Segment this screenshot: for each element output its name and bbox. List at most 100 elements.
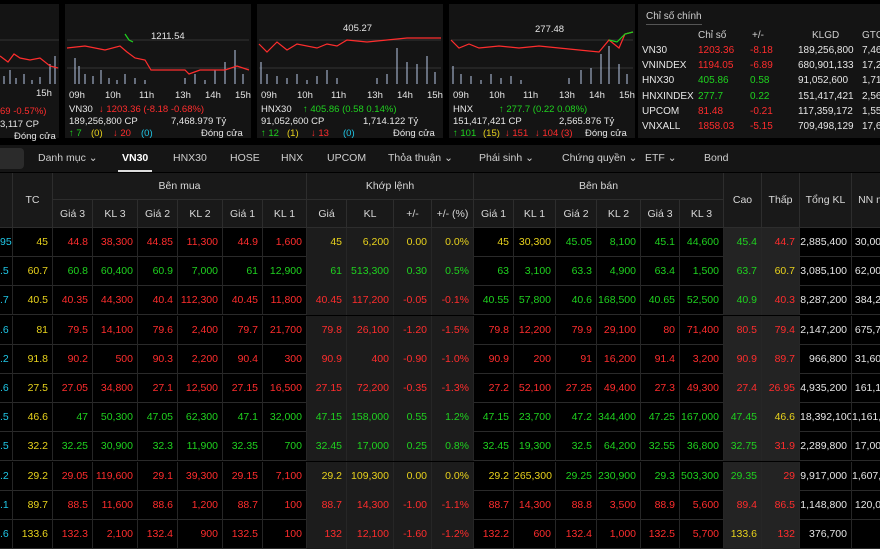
index-row-val: 1,71 [862, 75, 880, 87]
col-header: KL 3 [93, 200, 138, 228]
tab-etf[interactable]: ETF ⌄ [645, 145, 677, 172]
table-row[interactable]: .5 46.6 47 50,300 47.05 62,300 47.1 32,000 47.15… [0, 403, 880, 433]
tab-vn30[interactable]: VN30 [118, 145, 153, 172]
price-cell: 132.4 [556, 520, 597, 549]
index-row[interactable]: HNX30 405.86 0.58 91,052,600 1,71 [638, 74, 880, 89]
price-cell: 29.2 [474, 461, 514, 491]
table-row[interactable]: .1 89.7 88.5 11,600 88.6 1,200 88.7 100 88.7 14,3… [0, 490, 880, 520]
col-change: +/- [752, 30, 764, 41]
col-header: +/- (%) [432, 200, 474, 228]
index-row-change: -6.89 [750, 60, 773, 72]
table-row[interactable]: .2 91.8 90.2 500 90.3 2,200 90.4 300 90.9 400 -0.9… [0, 344, 880, 374]
index-panel-vn30[interactable]: 1211.54 09h 10h 11h 13h 14h 15h VN30 ↓ 1… [65, 4, 251, 139]
price-cell: 26.95 [762, 374, 800, 403]
price-cell: 57,800 [514, 286, 556, 316]
table-row[interactable]: 95 45 44.8 38,300 44.85 11,300 44.9 1,600 45 6,20… [0, 228, 880, 257]
chevron-down-icon: ⌄ [444, 152, 453, 164]
price-cell: 63.3 [556, 257, 597, 287]
price-cell: 12,100 [347, 520, 394, 549]
price-cell: -1.3% [432, 374, 474, 403]
table-row[interactable]: .5 60.7 60.8 60,400 60.9 7,000 61 12,900 61 513,3… [0, 257, 880, 287]
tab-bond[interactable]: Bond [704, 145, 729, 172]
col-volume: KLGD [812, 30, 840, 41]
table-row[interactable]: .6 27.5 27.05 34,800 27.1 12,500 27.15 16,500 27… [0, 374, 880, 403]
index-row-vol: 151,417,421 [798, 90, 854, 102]
price-cell: 0.0% [432, 228, 474, 257]
unchanged-count: (1) [287, 128, 299, 139]
tab-phai-sinh[interactable]: Phái sinh ⌄ [479, 145, 534, 172]
price-cell: 47.45 [724, 403, 762, 433]
price-cell: 17,000 [347, 432, 394, 462]
price-cell: 88.8 [556, 490, 597, 520]
index-volume: 189,256,800 CP [69, 116, 138, 127]
index-row[interactable]: VN30 1203.36 -8.18 189,256,800 7,46 [638, 44, 880, 59]
price-cell: 29.05 [53, 461, 93, 491]
tab-chung-quyen[interactable]: Chứng quyền ⌄ [562, 145, 637, 172]
price-cell: 27.2 [474, 374, 514, 403]
price-cell: 3,200 [680, 344, 724, 374]
index-row-vol: 680,901,133 [798, 60, 854, 72]
price-cell: 132 [762, 520, 800, 549]
price-cell: 168,500 [597, 286, 641, 316]
index-row-value: 1203.36 [698, 45, 735, 56]
price-cell: 2,400 [178, 315, 223, 345]
tab-hose[interactable]: HOSE [230, 145, 260, 172]
foreign-buy-cell: 120,00 [852, 491, 880, 520]
table-row[interactable]: .7 40.5 40.35 44,300 40.4 112,300 40.45 11,800 4… [0, 286, 880, 316]
price-cell: 600 [514, 520, 556, 549]
price-cell: 80 [641, 315, 680, 345]
price-cell: 40.45 [307, 286, 347, 316]
price-cell: 29 [762, 461, 800, 491]
price-cell: -1.5% [432, 315, 474, 345]
table-row[interactable]: .2 29.2 29.05 119,600 29.1 39,300 29.15 7,100 29… [0, 461, 880, 491]
advancers-count: ↑ 12 [261, 128, 279, 139]
col-header: Giá [307, 200, 347, 228]
ceiling-price-cell: .6 [0, 374, 13, 403]
price-cell: 21,700 [263, 315, 307, 345]
index-change: ↑ 405.86 (0.58 0.14%) [303, 104, 397, 115]
col-header: Giá 2 [138, 200, 178, 228]
price-cell: 5,700 [680, 520, 724, 549]
tab-upcom[interactable]: UPCOM [327, 145, 366, 172]
index-volume: 151,417,421 CP [453, 116, 522, 127]
price-cell: 0.00 [394, 461, 432, 491]
ceiling-price-cell: .5 [0, 257, 13, 287]
index-row[interactable]: VNINDEX 1194.05 -6.89 680,901,133 17,22 [638, 59, 880, 74]
chart-time-label: 15h [36, 88, 52, 99]
price-cell: 40.3 [762, 286, 800, 316]
table-row[interactable]: .5 32.2 32.25 30,900 32.3 11,900 32.35 700 32.45… [0, 432, 880, 462]
index-row-name: VNINDEX [642, 60, 687, 72]
tab-thoa-thuan[interactable]: Thỏa thuận ⌄ [388, 145, 453, 172]
index-row[interactable]: VNXALL 1858.03 -5.15 709,498,129 17,61 [638, 120, 880, 135]
price-cell: 44.9 [223, 228, 263, 257]
chart-time-label: 15h [619, 90, 635, 101]
price-cell: 91 [556, 344, 597, 374]
price-cell: 52,500 [680, 286, 724, 316]
index-panel-partial[interactable]: 15h 69 -0.57%) 3,117 CP Đóng cửa [0, 4, 59, 142]
index-row[interactable]: HNXINDEX 277.7 0.22 151,417,421 2,56 [638, 90, 880, 105]
index-row[interactable]: UPCOM 81.48 -0.21 117,359,172 1,55 [638, 105, 880, 120]
col-header: +/- [394, 200, 432, 228]
tab-hnx30[interactable]: HNX30 [173, 145, 207, 172]
tab-hnx[interactable]: HNX [281, 145, 303, 172]
total-volume-cell: 2,289,800 [800, 432, 852, 462]
index-panel-hnx[interactable]: 277.48 09h 10h 11h 13h 14h 15h HNX ↑ 277… [449, 4, 635, 139]
table-row[interactable]: .6 81 79.5 14,100 79.6 2,400 79.7 21,700 79.8 26,… [0, 315, 880, 345]
chart-time-label: 14h [397, 90, 413, 101]
price-cell: 12,900 [263, 257, 307, 287]
symbol-search-input[interactable] [0, 148, 24, 169]
index-volume: 3,117 CP [0, 119, 39, 130]
price-cell: 47.15 [307, 403, 347, 433]
index-row-vol: 117,359,172 [798, 105, 853, 117]
index-panel-hnx30[interactable]: 405.27 09h 10h 11h 13h 14h 15h HNX30 ↑ 4… [257, 4, 443, 139]
indices-title: Chỉ số chính [646, 11, 702, 25]
index-value: 1,714.122 Tỷ [363, 116, 419, 127]
tab-danh-muc[interactable]: Danh mục ⌄ [38, 145, 98, 172]
reference-price-cell: 40.5 [13, 286, 53, 316]
table-row[interactable]: .6 133.6 132.3 2,100 132.4 900 132.5 100 132 12,1… [0, 520, 880, 549]
market-tabs: Danh mục ⌄ VN30 HNX30 HOSE HNX UPCOM Thỏ… [0, 145, 880, 172]
price-cell: 100 [263, 490, 307, 520]
index-row-val: 1,55 [862, 105, 880, 117]
price-cell: -0.05 [394, 286, 432, 316]
price-cell: 29.35 [724, 461, 762, 491]
